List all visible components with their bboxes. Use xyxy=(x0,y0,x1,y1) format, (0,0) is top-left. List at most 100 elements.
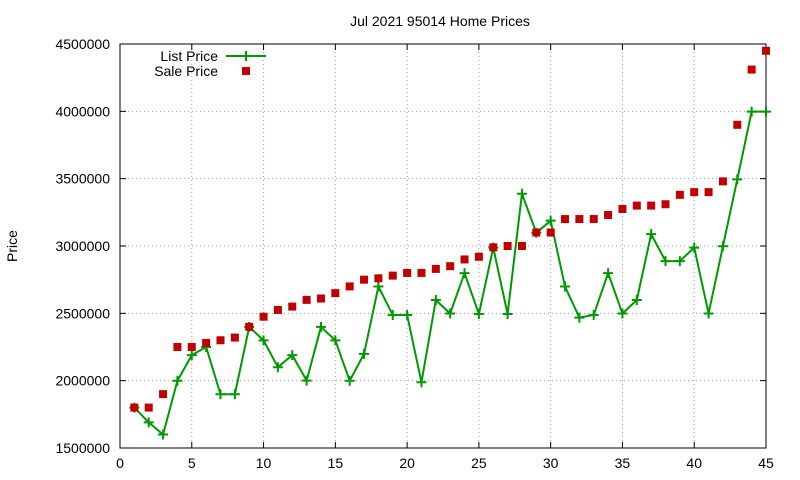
data-point xyxy=(229,389,240,400)
data-point xyxy=(288,302,297,311)
data-point xyxy=(690,188,699,197)
data-point xyxy=(733,120,742,129)
data-point xyxy=(618,204,627,213)
x-tick-label: 40 xyxy=(686,455,702,471)
x-tick-label: 10 xyxy=(256,455,272,471)
data-point xyxy=(761,106,771,117)
y-tick-label: 3000000 xyxy=(55,238,110,254)
x-tick-label: 0 xyxy=(116,455,124,471)
data-point xyxy=(717,241,728,252)
data-point xyxy=(647,201,656,210)
x-tick-label: 35 xyxy=(615,455,631,471)
y-tick-label: 2500000 xyxy=(55,305,110,321)
chart-title: Jul 2021 95014 Home Prices xyxy=(350,13,530,29)
data-point xyxy=(360,275,369,284)
data-point xyxy=(516,188,527,199)
x-tick-label: 15 xyxy=(328,455,344,471)
data-point xyxy=(216,336,225,345)
data-point xyxy=(359,348,370,359)
data-point xyxy=(718,177,727,186)
data-point xyxy=(331,289,340,298)
data-point xyxy=(345,282,354,291)
data-point xyxy=(746,106,757,117)
data-point xyxy=(130,403,139,412)
data-point xyxy=(646,229,657,240)
data-point xyxy=(489,243,498,252)
data-point xyxy=(503,242,512,250)
legend-swatch-marker xyxy=(241,51,251,61)
data-point xyxy=(689,242,700,253)
data-point xyxy=(430,295,441,306)
x-tick-label: 45 xyxy=(758,455,774,471)
data-point xyxy=(387,309,398,320)
data-point xyxy=(460,255,469,264)
data-point xyxy=(732,174,743,185)
x-tick-label: 30 xyxy=(543,455,559,471)
data-point xyxy=(330,335,341,346)
data-point xyxy=(546,228,555,237)
data-point xyxy=(459,268,470,279)
legend-label: Sale Price xyxy=(154,63,218,79)
data-point xyxy=(273,305,282,314)
data-point xyxy=(373,281,384,292)
data-point xyxy=(704,188,713,197)
legend-swatch-marker xyxy=(242,67,250,75)
data-point xyxy=(532,228,541,237)
data-point xyxy=(287,350,298,361)
data-point xyxy=(315,321,326,332)
data-point xyxy=(617,308,628,319)
data-point xyxy=(660,256,671,267)
data-point xyxy=(574,312,585,323)
series-line xyxy=(133,110,766,436)
data-point xyxy=(301,375,312,386)
plot-frame xyxy=(119,43,767,449)
data-point xyxy=(215,389,226,400)
data-point xyxy=(403,268,412,277)
data-point xyxy=(173,343,182,351)
data-point xyxy=(446,262,455,271)
data-point xyxy=(344,375,355,386)
data-point xyxy=(374,274,383,283)
data-point xyxy=(402,309,413,320)
data-point xyxy=(187,343,196,351)
y-tick-label: 3500000 xyxy=(55,171,110,187)
data-point xyxy=(302,295,311,304)
data-point xyxy=(474,252,483,261)
data-point xyxy=(245,322,254,331)
y-tick-label: 1500000 xyxy=(55,440,110,456)
series-layer xyxy=(129,46,771,440)
legend-label: List Price xyxy=(160,48,218,64)
data-point xyxy=(258,335,269,346)
data-point xyxy=(144,403,153,412)
grid-layer xyxy=(120,44,766,448)
data-point xyxy=(158,429,169,440)
y-tick-label: 4500000 xyxy=(55,36,110,52)
x-tick-label: 20 xyxy=(399,455,415,471)
data-point xyxy=(473,309,484,320)
data-point xyxy=(272,362,283,373)
data-point xyxy=(762,46,770,55)
data-point xyxy=(604,211,613,220)
y-tick-label: 2000000 xyxy=(55,373,110,389)
data-point xyxy=(172,375,183,386)
data-point xyxy=(575,215,584,224)
data-point xyxy=(159,390,168,399)
data-point xyxy=(545,215,556,226)
data-point xyxy=(560,281,571,292)
data-point xyxy=(661,200,670,209)
data-point xyxy=(674,256,685,267)
data-point xyxy=(202,338,211,347)
series-1 xyxy=(129,106,771,440)
data-point xyxy=(388,271,397,280)
data-point xyxy=(588,309,599,320)
series-2 xyxy=(130,46,770,412)
data-point xyxy=(445,308,456,319)
data-point xyxy=(230,333,239,342)
y-axis-label: Price xyxy=(4,230,20,262)
y-tick-label: 4000000 xyxy=(55,103,110,119)
data-point xyxy=(632,201,641,210)
axes-layer: 0 5 10 15 20 25 30 35 40 45 1500000 2000000 2500000 3… xyxy=(55,36,774,471)
data-point xyxy=(703,308,714,319)
